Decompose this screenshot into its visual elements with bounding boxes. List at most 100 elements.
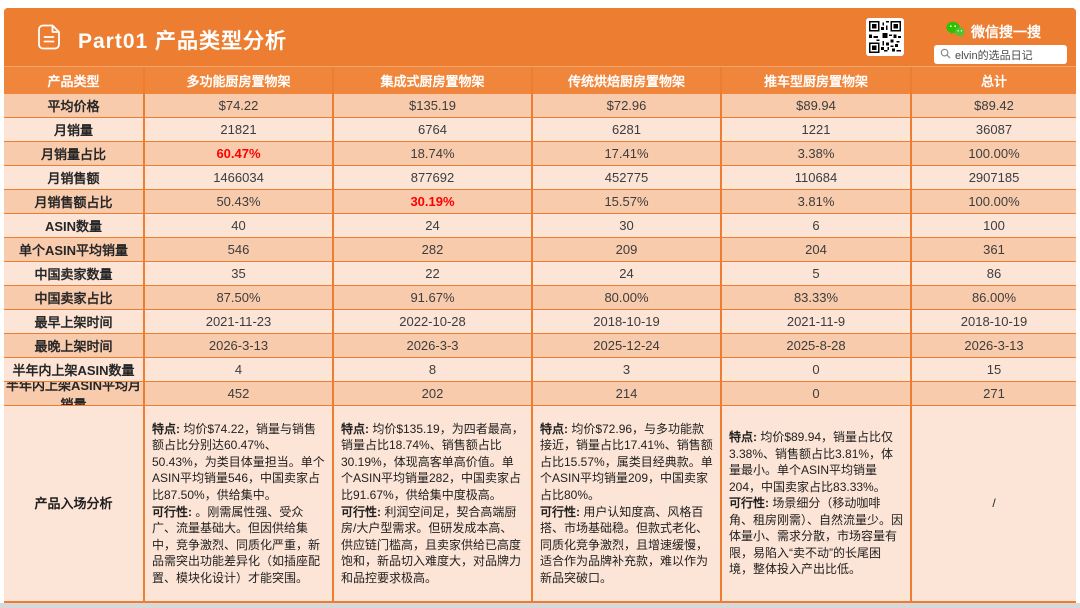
report-card: Part01 产品类型分析 <box>4 8 1076 603</box>
analysis-cell: 特点: 均价$72.96，与多功能款接近，销量占比17.41%、销售额占比15.… <box>533 406 722 603</box>
product-analysis-table: 产品类型 多功能厨房置物架 集成式厨房置物架 传统烘焙厨房置物架 推车型厨房置物… <box>4 66 1076 603</box>
table-row-avg-sales-per-asin: 单个ASIN平均销量 546 282 209 204 361 <box>4 238 1076 262</box>
search-value: elvin的选品日记 <box>955 49 1033 62</box>
table-cell: 91.67% <box>334 286 533 310</box>
table-cell: 100 <box>912 214 1076 238</box>
table-cell: 282 <box>334 238 533 262</box>
table-cell: 3.81% <box>722 190 912 214</box>
table-cell: 6764 <box>334 118 533 142</box>
table-cell: 100.00% <box>912 190 1076 214</box>
feasibility-text: 场景细分（移动咖啡角、租房刚需）、自然流量少。因体量小、需求分散，市场容量有限，… <box>729 496 904 577</box>
qr-code-icon <box>866 18 904 56</box>
table-row-avg-price: 平均价格 $74.22 $135.19 $72.96 $89.94 $89.42 <box>4 94 1076 118</box>
feature-text: 均价$74.22，销量与销售额占比分别达60.47%、50.43%，为类目体量担… <box>152 421 325 502</box>
column-header: 集成式厨房置物架 <box>334 67 533 94</box>
table-cell: 4 <box>145 358 334 382</box>
table-cell: $72.96 <box>533 94 722 118</box>
table-cell: 80.00% <box>533 286 722 310</box>
row-label: 月销量 <box>4 118 145 142</box>
table-cell: 18.74% <box>334 142 533 166</box>
row-label: 最晚上架时间 <box>4 334 145 358</box>
table-cell: 40 <box>145 214 334 238</box>
table-cell: $89.42 <box>912 94 1076 118</box>
table-cell: 30 <box>533 214 722 238</box>
table-cell: 214 <box>533 382 722 406</box>
table-row-asin-count: ASIN数量 40 24 30 6 100 <box>4 214 1076 238</box>
table-cell: 100.00% <box>912 142 1076 166</box>
table-cell: 271 <box>912 382 1076 406</box>
column-header: 产品类型 <box>4 67 145 94</box>
search-input[interactable]: elvin的选品日记 <box>934 45 1067 64</box>
table-cell: 6281 <box>533 118 722 142</box>
table-cell: 24 <box>334 214 533 238</box>
table-row-new-asin-count: 半年内上架ASIN数量 4 8 3 0 15 <box>4 358 1076 382</box>
table-row-latest-listing: 最晚上架时间 2026-3-13 2026-3-3 2025-12-24 202… <box>4 334 1076 358</box>
row-label: 月销售额占比 <box>4 190 145 214</box>
row-label: 月销量占比 <box>4 142 145 166</box>
table-cell: 15.57% <box>533 190 722 214</box>
table-cell: 83.33% <box>722 286 912 310</box>
row-label: 平均价格 <box>4 94 145 118</box>
row-label: 中国卖家数量 <box>4 262 145 286</box>
analysis-cell: 特点: 均价$89.94，销量占比仅3.38%、销售额占比3.81%，体量最小。… <box>722 406 912 603</box>
feature-label: 特点: <box>341 421 369 436</box>
table-cell: 5 <box>722 262 912 286</box>
row-label: 半年内上架ASIN平均月销量 <box>4 382 145 406</box>
table-cell: 877692 <box>334 166 533 190</box>
table-cell: 36087 <box>912 118 1076 142</box>
table-cell: 546 <box>145 238 334 262</box>
table-cell: 8 <box>334 358 533 382</box>
table-row-monthly-sales: 月销量 21821 6764 6281 1221 36087 <box>4 118 1076 142</box>
table-cell: 452 <box>145 382 334 406</box>
feature-label: 特点: <box>152 421 180 436</box>
column-header: 推车型厨房置物架 <box>722 67 912 94</box>
table-cell: 86.00% <box>912 286 1076 310</box>
document-icon <box>34 22 64 57</box>
table-row-new-asin-avg-sales: 半年内上架ASIN平均月销量 452 202 214 0 271 <box>4 382 1076 406</box>
column-header: 总计 <box>980 74 1007 89</box>
row-label: 月销售额 <box>4 166 145 190</box>
table-cell: $135.19 <box>334 94 533 118</box>
table-cell: 2022-10-28 <box>334 310 533 334</box>
table-cell: 2018-10-19 <box>533 310 722 334</box>
table-row-revenue-share: 月销售额占比 50.43% 30.19% 15.57% 3.81% 100.00… <box>4 190 1076 214</box>
table-cell: 21821 <box>145 118 334 142</box>
table-cell: 3 <box>533 358 722 382</box>
bottom-bar <box>0 603 1080 608</box>
row-label: 单个ASIN平均销量 <box>4 238 145 262</box>
search-icon <box>940 46 951 64</box>
wechat-icon <box>946 21 965 43</box>
feasibility-text: 用户认知度高、风格百搭、市场基础稳。但款式老化、同质化竞争激烈，且增速缓慢，适合… <box>540 504 709 585</box>
table-row-monthly-revenue: 月销售额 1466034 877692 452775 110684 290718… <box>4 166 1076 190</box>
table-cell: 2018-10-19 <box>912 310 1076 334</box>
analysis-cell-total: / <box>912 406 1076 603</box>
table-cell: 2021-11-23 <box>145 310 334 334</box>
table-cell: 35 <box>145 262 334 286</box>
wechat-search-brand: 微信搜一搜 <box>946 21 1041 43</box>
table-row-sales-share: 月销量占比 60.47% 18.74% 17.41% 3.38% 100.00% <box>4 142 1076 166</box>
table-cell: $74.22 <box>145 94 334 118</box>
feasibility-label: 可行性: <box>152 504 192 519</box>
table-cell: 15 <box>912 358 1076 382</box>
table-cell: 204 <box>722 238 912 262</box>
table-cell: 361 <box>912 238 1076 262</box>
table-cell: 452775 <box>533 166 722 190</box>
feature-text: 均价$135.19，为四者最高，销量占比18.74%、销售额占比30.19%，体… <box>341 421 524 502</box>
row-label: 中国卖家占比 <box>4 286 145 310</box>
table-header-row: 产品类型 多功能厨房置物架 集成式厨房置物架 传统烘焙厨房置物架 推车型厨房置物… <box>4 67 1076 94</box>
analysis-cell: 特点: 均价$74.22，销量与销售额占比分别达60.47%、50.43%，为类… <box>145 406 334 603</box>
table-cell: 2026-3-13 <box>912 334 1076 358</box>
table-cell: 0 <box>722 382 912 406</box>
banner: Part01 产品类型分析 <box>4 8 1076 66</box>
table-cell-highlight: 30.19% <box>334 190 533 214</box>
row-label: 产品入场分析 <box>4 406 145 603</box>
table-cell: 17.41% <box>533 142 722 166</box>
feasibility-label: 可行性: <box>729 496 769 511</box>
column-header: 传统烘焙厨房置物架 <box>533 67 722 94</box>
feature-text: 均价$89.94，销量占比仅3.38%、销售额占比3.81%，体量最小。单个AS… <box>729 430 894 494</box>
table-cell: 50.43% <box>145 190 334 214</box>
table-row-cn-seller-share: 中国卖家占比 87.50% 91.67% 80.00% 83.33% 86.00… <box>4 286 1076 310</box>
analysis-cell: 特点: 均价$135.19，为四者最高，销量占比18.74%、销售额占比30.1… <box>334 406 533 603</box>
table-cell: 202 <box>334 382 533 406</box>
table-cell: 209 <box>533 238 722 262</box>
